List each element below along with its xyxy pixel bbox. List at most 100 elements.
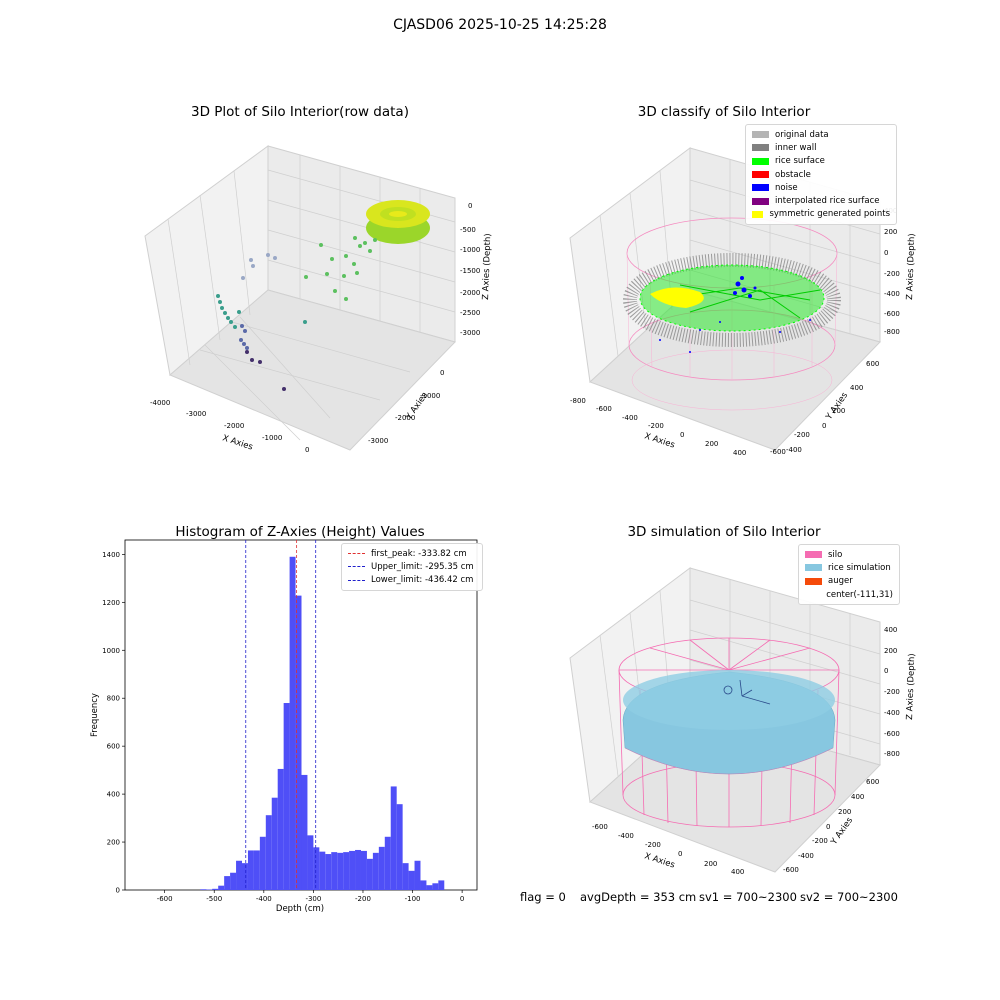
histogram-bar <box>420 880 427 890</box>
histogram-bar <box>372 852 379 890</box>
p2-legend-item: inner wall <box>752 141 890 154</box>
svg-text:-1500: -1500 <box>460 267 480 275</box>
hist-xlabel: Depth (cm) <box>276 904 324 914</box>
histogram-bar <box>360 850 367 890</box>
status-sv1: sv1 = 700~2300 <box>699 890 797 904</box>
histogram-bar <box>247 850 254 890</box>
svg-text:-600: -600 <box>783 866 799 874</box>
histogram-bar <box>355 849 361 890</box>
histogram-bar <box>325 854 332 890</box>
histogram-bar <box>289 556 296 890</box>
hist-xtick-label: -400 <box>256 895 272 903</box>
svg-text:0: 0 <box>468 202 472 210</box>
svg-text:0: 0 <box>822 422 826 430</box>
svg-text:-3000: -3000 <box>460 329 480 337</box>
svg-text:-600: -600 <box>770 448 786 456</box>
svg-text:400: 400 <box>851 793 864 801</box>
figure-title: CJASD06 2025-10-25 14:25:28 <box>393 17 607 33</box>
histogram-bar <box>343 852 350 890</box>
svg-text:0: 0 <box>680 431 684 439</box>
panel4-title: 3D simulation of Silo Interior <box>627 524 821 540</box>
dashed-line-icon <box>348 579 365 581</box>
svg-text:-3000: -3000 <box>368 437 388 445</box>
histogram-bar <box>295 595 302 890</box>
swatch-icon <box>752 171 769 179</box>
svg-text:600: 600 <box>866 778 879 786</box>
histogram-bar <box>331 852 338 890</box>
p2-legend-item: noise <box>752 181 890 194</box>
svg-text:-1000: -1000 <box>262 434 282 442</box>
svg-text:-200: -200 <box>794 431 810 439</box>
histogram-bar <box>259 836 266 890</box>
histogram-bar <box>271 797 278 890</box>
svg-text:-400: -400 <box>622 414 638 422</box>
hist-legend: first_peak: -333.82 cm Upper_limit: -295… <box>341 543 483 591</box>
p2-zlabel: Z Axies (Depth) <box>905 233 917 300</box>
p2-legend-item: rice surface <box>752 155 890 168</box>
hist-ytick-label: 600 <box>107 743 120 751</box>
svg-text:0: 0 <box>440 369 444 377</box>
histogram-bar <box>307 835 314 890</box>
hist-xtick-label: -600 <box>157 895 173 903</box>
svg-text:-2500: -2500 <box>460 309 480 317</box>
hist-xtick-label: -200 <box>355 895 371 903</box>
swatch-icon <box>805 577 822 585</box>
svg-text:-500: -500 <box>460 226 476 234</box>
histogram-bar <box>366 858 373 890</box>
histogram-bar <box>277 768 284 890</box>
histogram-bar <box>396 804 403 890</box>
hist-ytick-label: 0 <box>116 887 120 895</box>
hist-legend-item: Upper_limit: -295.35 cm <box>348 560 476 573</box>
status-sv2: sv2 = 700~2300 <box>800 890 898 904</box>
svg-text:-2000: -2000 <box>395 414 415 422</box>
svg-text:0: 0 <box>826 823 830 831</box>
p4-legend: silo rice simulation auger center(-111,3… <box>798 544 900 606</box>
histogram-bar <box>378 846 385 890</box>
svg-text:-200: -200 <box>648 422 664 430</box>
histogram-bar <box>402 863 409 890</box>
histogram-bar <box>301 774 308 890</box>
svg-text:-200: -200 <box>884 270 900 278</box>
svg-text:-3000: -3000 <box>186 410 206 418</box>
swatch-icon <box>805 551 822 559</box>
status-flag: flag = 0 <box>520 890 566 904</box>
p4-legend-item: center(-111,31) <box>805 588 893 601</box>
hist-ytick-label: 800 <box>107 695 120 703</box>
hist-ytick-label: 200 <box>107 839 120 847</box>
svg-text:0: 0 <box>884 667 888 675</box>
svg-text:-600: -600 <box>884 310 900 318</box>
histogram-bar <box>319 851 326 890</box>
svg-text:400: 400 <box>850 384 863 392</box>
histogram-bar <box>414 860 421 890</box>
p2-legend-item: symmetric generated points <box>752 208 890 221</box>
p1-zlabel: Z Axies (Depth) <box>481 233 493 300</box>
swatch-icon <box>752 184 769 192</box>
svg-text:200: 200 <box>838 808 851 816</box>
panel3-title: Histogram of Z-Axies (Height) Values <box>175 524 425 540</box>
svg-text:-400: -400 <box>798 852 814 860</box>
histogram-bar <box>349 850 356 890</box>
histogram-bar <box>200 889 207 890</box>
hist-xtick-label: 0 <box>460 895 464 903</box>
histogram-bar <box>224 876 231 890</box>
swatch-icon <box>752 197 769 205</box>
svg-text:-2000: -2000 <box>224 422 244 430</box>
hist-ytick-label: 400 <box>107 791 120 799</box>
hist-ylabel: Frequency <box>90 693 100 737</box>
p4-legend-item: auger <box>805 575 893 588</box>
svg-text:-800: -800 <box>884 328 900 336</box>
svg-text:-2000: -2000 <box>460 289 480 297</box>
hist-xtick-label: -500 <box>206 895 222 903</box>
histogram-bar <box>218 885 225 890</box>
svg-text:-400: -400 <box>884 290 900 298</box>
p4-xlabel: X Axies <box>643 851 676 870</box>
p2-legend: original data inner wall rice surface ob… <box>745 124 897 226</box>
svg-text:-400: -400 <box>884 709 900 717</box>
panel2-title: 3D classify of Silo Interior <box>637 104 811 120</box>
histogram-bar <box>253 850 260 890</box>
p4-ylabel: Y Axies <box>829 815 856 847</box>
svg-text:200: 200 <box>705 440 718 448</box>
histogram-bar <box>337 852 344 890</box>
